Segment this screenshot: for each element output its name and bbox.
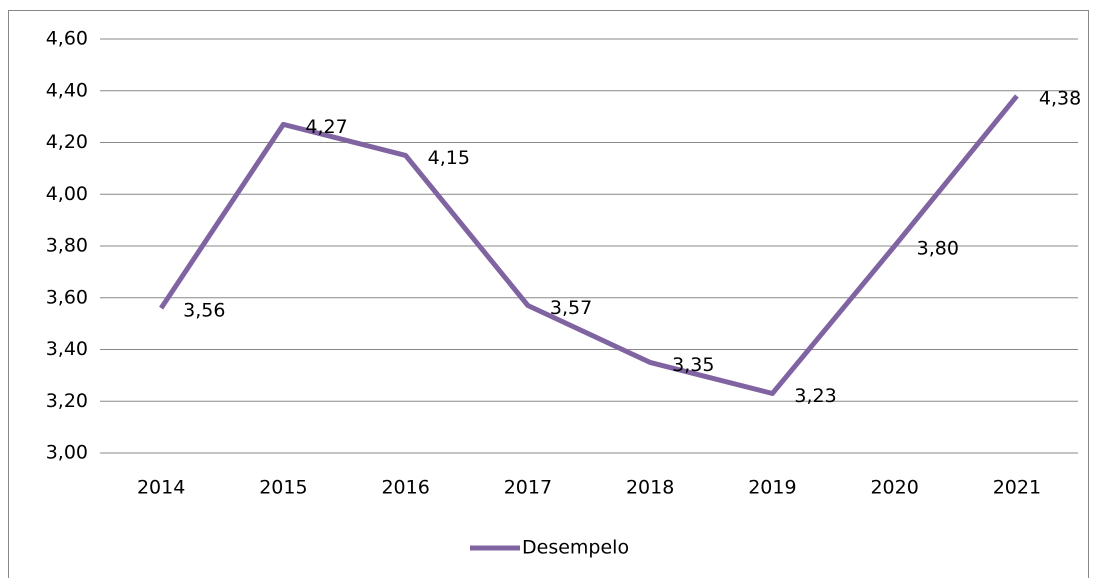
legend-label: Desempelo: [522, 537, 629, 559]
x-tick-label: 2014: [137, 477, 185, 499]
data-label: 3,80: [917, 238, 959, 260]
data-label: 4,27: [305, 116, 347, 138]
y-tick-label: 4,20: [46, 131, 88, 153]
y-tick-label: 3,40: [46, 338, 88, 360]
x-tick-label: 2021: [993, 477, 1041, 499]
y-tick-label: 3,00: [46, 442, 88, 464]
y-tick-label: 3,20: [46, 390, 88, 412]
x-tick-label: 2015: [259, 477, 307, 499]
x-tick-label: 2018: [626, 477, 674, 499]
data-label: 3,56: [183, 300, 225, 322]
chart-border: [8, 10, 1089, 578]
y-tick-label: 3,80: [46, 235, 88, 257]
data-label: 3,57: [550, 297, 592, 319]
y-tick-label: 4,00: [46, 183, 88, 205]
data-label: 4,38: [1039, 87, 1081, 109]
x-tick-label: 2019: [748, 477, 796, 499]
x-tick-label: 2016: [381, 477, 429, 499]
y-tick-label: 4,40: [46, 79, 88, 101]
data-label: 3,35: [672, 354, 714, 376]
data-label: 3,23: [794, 385, 836, 407]
series-line: [159, 94, 1019, 396]
y-tick-label: 3,60: [46, 286, 88, 308]
data-label: 4,15: [428, 147, 470, 169]
x-tick-label: 2020: [870, 477, 918, 499]
y-tick-label: 4,60: [46, 28, 88, 50]
x-tick-label: 2017: [504, 477, 552, 499]
